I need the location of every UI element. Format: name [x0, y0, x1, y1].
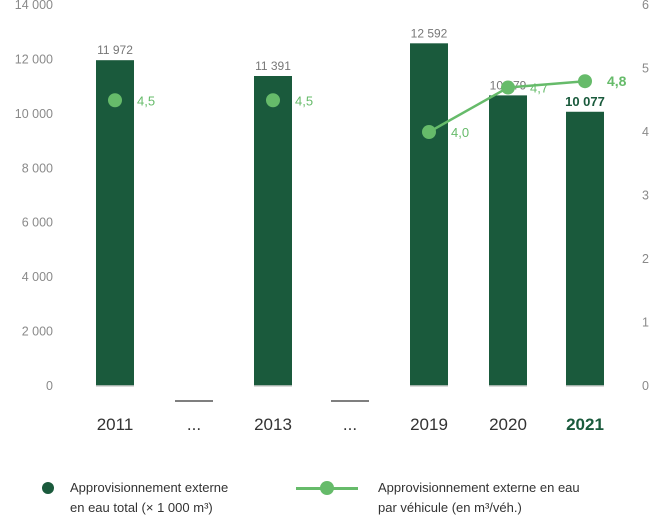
line-point [266, 93, 280, 108]
x-category-label: 2021 [566, 415, 604, 434]
bar [96, 60, 134, 386]
legend-line-marker [296, 481, 358, 495]
line-value-label: 4,5 [137, 93, 155, 108]
y-right-tick-label: 3 [642, 189, 649, 203]
bar [566, 111, 604, 386]
legend-bar-entry: Approvisionnement externe en eau total (… [70, 478, 228, 518]
line-point [108, 93, 122, 108]
y-right-tick-label: 5 [642, 62, 649, 76]
chart-area: 0 2 000 4 000 6 000 8 000 10 000 12 000 14 000 0… [15, 0, 649, 434]
y-right-tick-label: 1 [642, 316, 649, 330]
y-right-tick-label: 4 [642, 125, 649, 139]
bar-value-label: 11 972 [97, 43, 133, 57]
line-value-label: 4,5 [295, 93, 313, 108]
y-right-tick-label: 2 [642, 252, 649, 266]
y-left-tick-label: 2 000 [22, 325, 53, 339]
bar-value-label: 12 592 [411, 26, 448, 40]
line-value-label: 4,7 [530, 81, 548, 96]
y-left-tick-label: 12 000 [15, 52, 53, 66]
legend-bar-label-line2: en eau total (× 1 000 m³) [70, 500, 213, 515]
line-point [422, 125, 436, 139]
series-line-segment [428, 86, 509, 134]
y-left-tick-label: 0 [46, 379, 53, 393]
bar [410, 43, 448, 386]
x-category-label: ... [343, 415, 357, 434]
x-category-label: 2019 [410, 415, 448, 434]
y-right-tick-label: 0 [642, 379, 649, 393]
y-left-tick-label: 10 000 [15, 107, 53, 121]
bar [489, 95, 527, 387]
legend-bar-marker [42, 482, 54, 494]
legend-line-label-line2: par véhicule (en m³/véh.) [378, 500, 522, 515]
y-left-tick-label: 6 000 [22, 216, 53, 230]
line-point [501, 80, 515, 95]
y-left-tick-label: 14 000 [15, 0, 53, 12]
bar-value-label: 11 391 [255, 59, 291, 73]
bar [254, 76, 292, 386]
line-value-label: 4,8 [607, 73, 627, 89]
x-category-label: 2013 [254, 415, 292, 434]
legend-bar-label-line1: Approvisionnement externe [70, 480, 229, 495]
x-category-label: 2011 [97, 415, 134, 434]
series-line-segment [507, 79, 586, 89]
line-value-label: 4,0 [451, 125, 469, 140]
line-point [578, 74, 592, 89]
x-category-label: ... [187, 415, 201, 434]
y-left-tick-label: 8 000 [22, 161, 53, 175]
x-category-label: 2020 [489, 415, 527, 434]
y-left-tick-label: 4 000 [22, 270, 53, 284]
legend-line-entry: Approvisionnement externe en eau par véh… [378, 478, 580, 518]
bar-value-label: 10 077 [565, 94, 605, 109]
legend-line-label-line1: Approvisionnement externe en eau [378, 480, 580, 495]
y-right-tick-label: 6 [642, 0, 649, 12]
